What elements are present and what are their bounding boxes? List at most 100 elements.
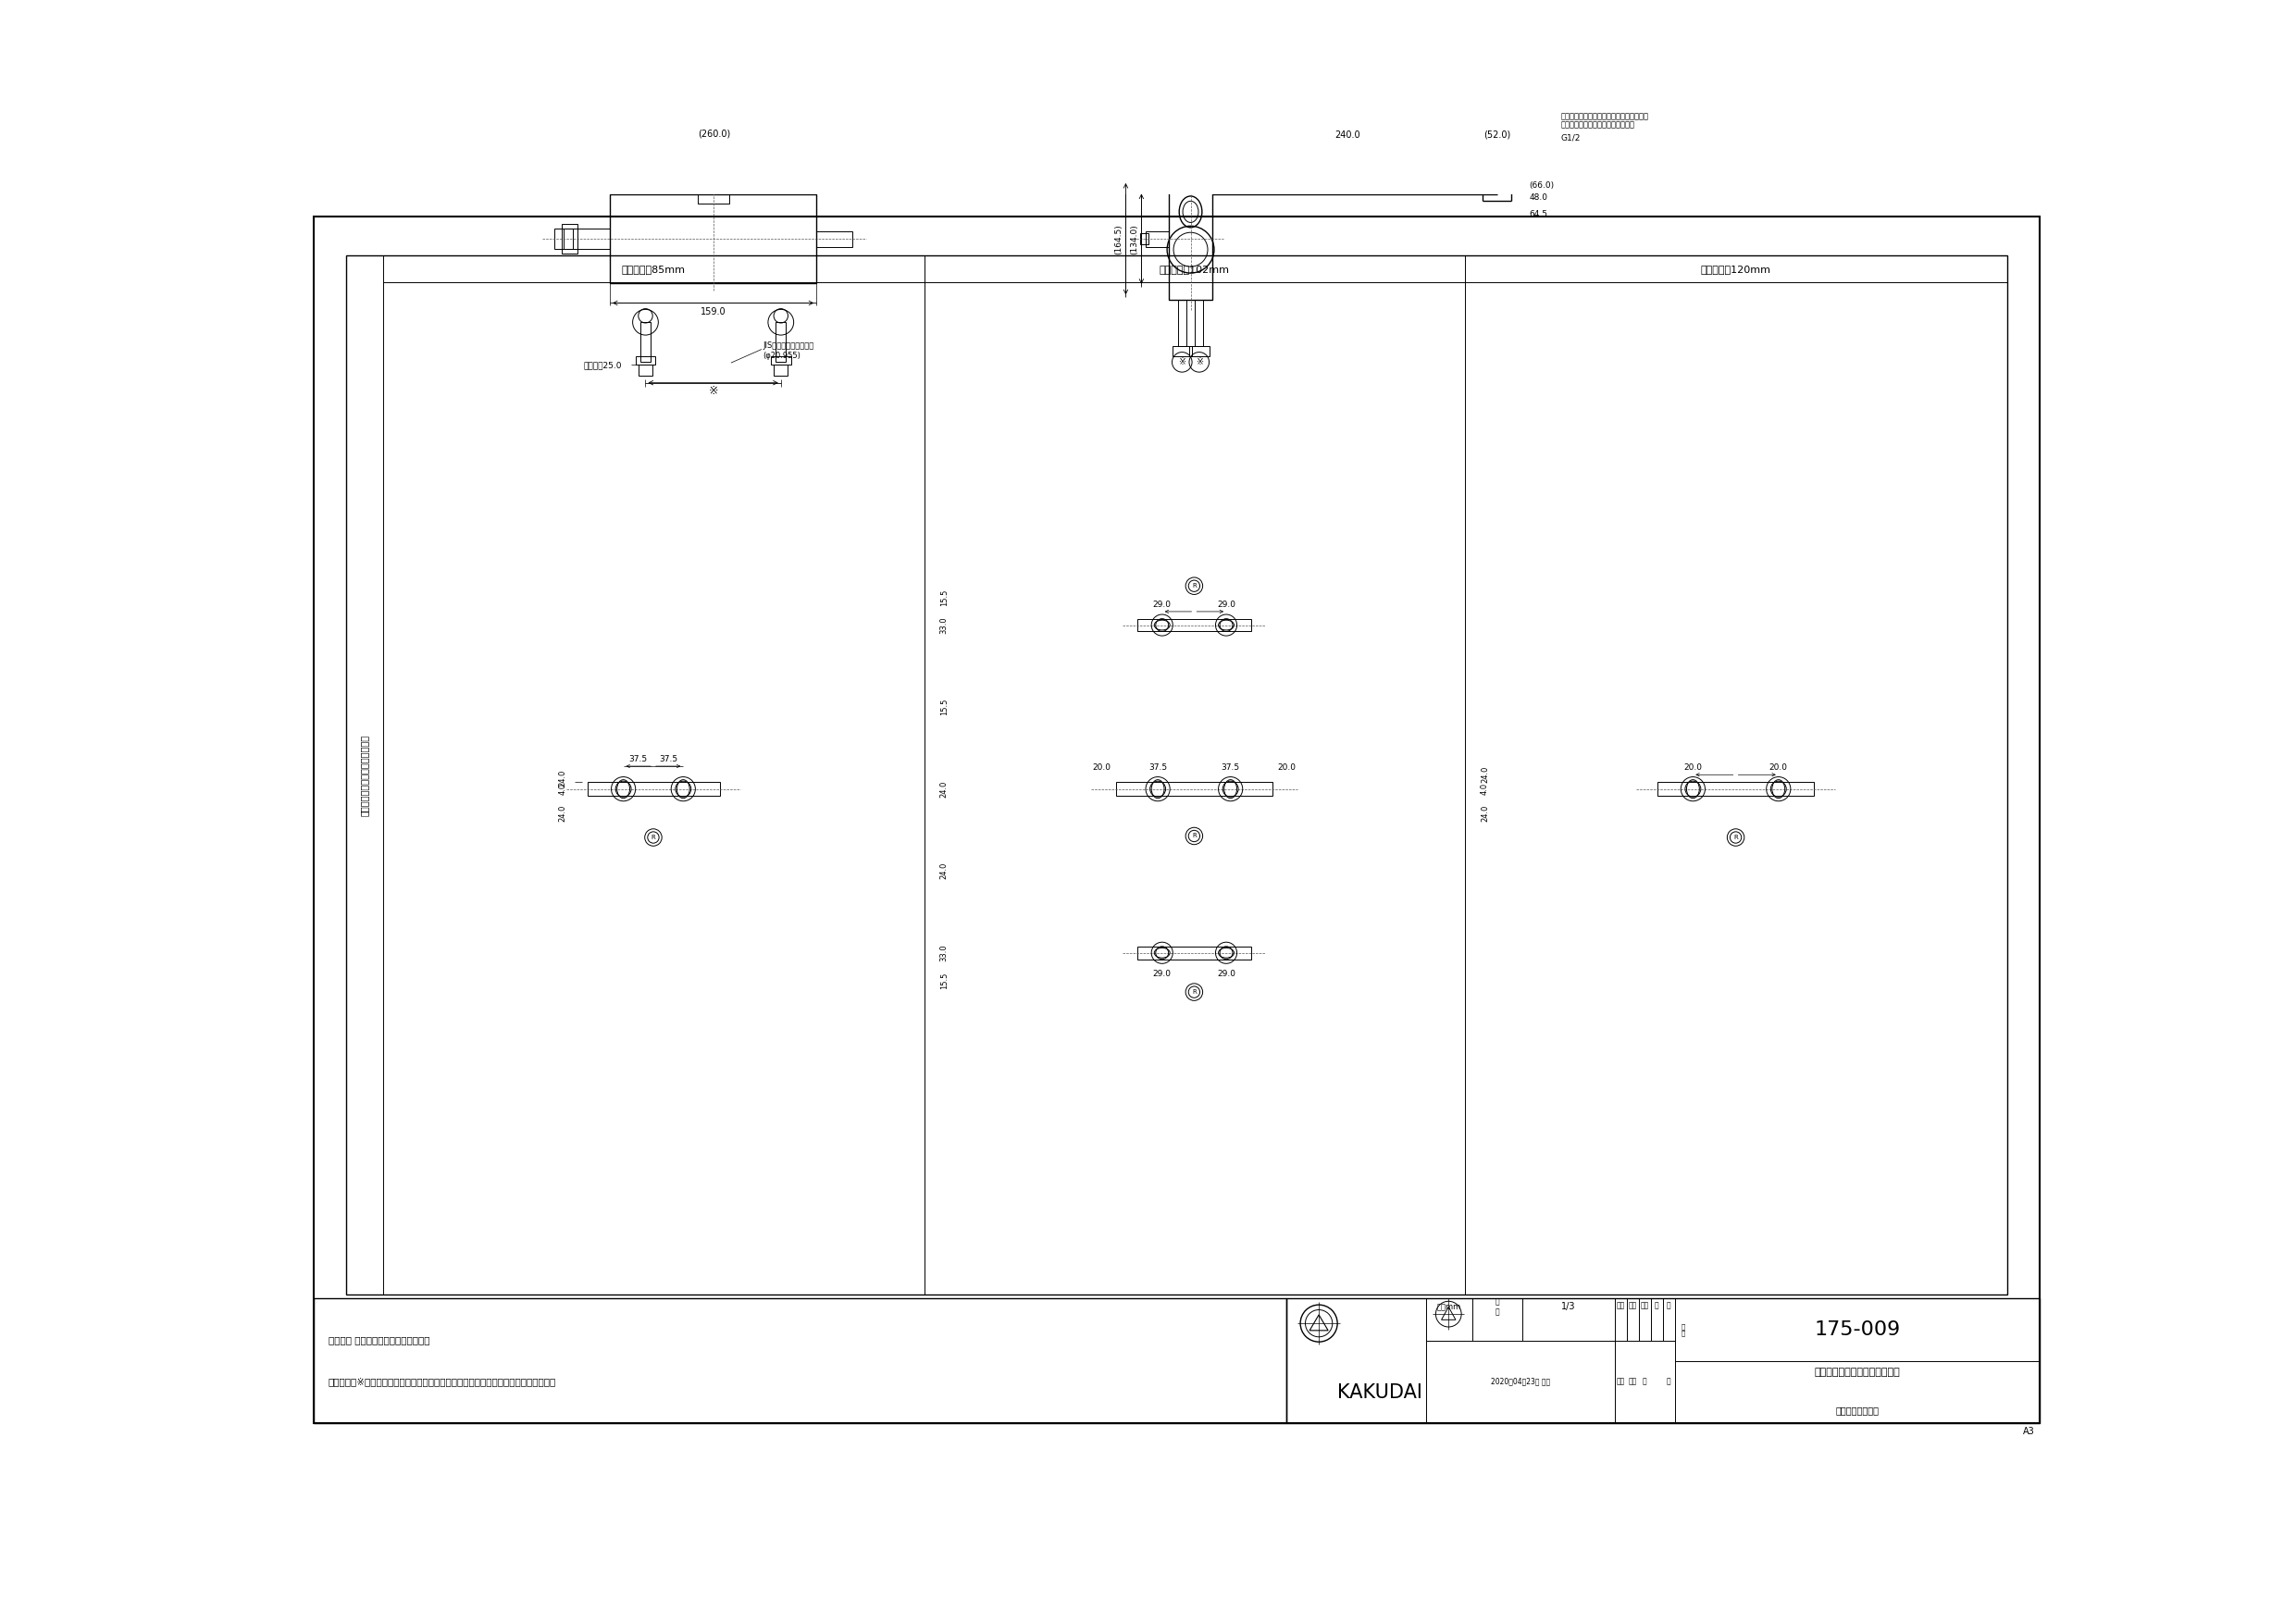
Text: 24.0: 24.0 — [558, 805, 567, 821]
Text: この部分にシャワーセットを取付けます。: この部分にシャワーセットを取付けます。 — [1561, 112, 1649, 120]
Bar — [774, 365, 788, 375]
Text: 4.0: 4.0 — [1481, 782, 1490, 795]
Text: 175-009: 175-009 — [1814, 1321, 1901, 1339]
Text: 六角外径25.0: 六角外径25.0 — [583, 360, 622, 368]
Text: 24.0: 24.0 — [1481, 766, 1490, 784]
Bar — [817, 230, 852, 247]
Bar — [611, 195, 817, 282]
Text: 37.5: 37.5 — [659, 755, 677, 763]
Bar — [636, 357, 654, 365]
Text: 24.0: 24.0 — [939, 862, 948, 880]
Bar — [1189, 346, 1210, 357]
Text: 下から見たときの取付ネジの位置: 下から見たときの取付ネジの位置 — [360, 735, 370, 816]
Text: 33.0: 33.0 — [939, 617, 948, 633]
Text: 29.0: 29.0 — [1217, 601, 1235, 609]
Text: 番: 番 — [1667, 1378, 1671, 1386]
Text: 33.0: 33.0 — [939, 945, 948, 961]
Bar — [689, 182, 737, 195]
Text: 20.0: 20.0 — [1277, 763, 1295, 773]
Bar — [1658, 782, 1814, 797]
Bar — [588, 782, 719, 797]
Bar — [1137, 618, 1251, 631]
Text: 取付ピッチ120mm: 取付ピッチ120mm — [1701, 265, 1770, 274]
Text: G1/2: G1/2 — [1561, 133, 1582, 141]
Text: 祝: 祝 — [1642, 1378, 1646, 1386]
Text: (260.0): (260.0) — [698, 128, 730, 138]
Text: 単位mm: 単位mm — [1437, 1303, 1460, 1311]
Text: 取付ピッチ85mm: 取付ピッチ85mm — [622, 265, 684, 274]
Text: 尺
度: 尺 度 — [1495, 1298, 1499, 1316]
Bar — [693, 159, 732, 182]
Text: 寒川: 寒川 — [1628, 1378, 1637, 1386]
Bar — [1141, 234, 1148, 245]
Text: 24.0: 24.0 — [1481, 805, 1490, 821]
Text: 20.0: 20.0 — [1093, 763, 1111, 773]
Text: R: R — [1192, 833, 1196, 839]
Bar — [1137, 946, 1251, 959]
Text: 15.5: 15.5 — [939, 972, 948, 988]
Text: 4.0: 4.0 — [558, 782, 567, 795]
Text: 岩藤: 岩藤 — [1616, 1378, 1626, 1386]
Bar — [1171, 346, 1192, 357]
Text: 20.0: 20.0 — [1770, 763, 1789, 773]
Text: ※: ※ — [1178, 357, 1185, 367]
Bar — [707, 182, 719, 192]
Text: 64.5: 64.5 — [1529, 209, 1548, 217]
Text: 注１：（ ）内寸法は参考寸法である。: 注１：（ ）内寸法は参考寸法である。 — [328, 1336, 429, 1345]
Text: A3: A3 — [2023, 1427, 2034, 1436]
Text: R: R — [1192, 990, 1196, 995]
Bar — [315, 1298, 1286, 1423]
Text: 製図: 製図 — [1616, 1302, 1626, 1310]
Text: 37.5: 37.5 — [629, 755, 647, 763]
Text: 29.0: 29.0 — [1153, 601, 1171, 609]
Bar — [1116, 782, 1272, 797]
Text: 20.0: 20.0 — [1683, 763, 1701, 773]
Text: サーモスタットシャワー混合栓: サーモスタットシャワー混合栓 — [1814, 1367, 1901, 1376]
Bar — [553, 229, 572, 248]
Text: KAKUDAI: KAKUDAI — [1336, 1383, 1421, 1402]
Text: 48.0: 48.0 — [1529, 193, 1548, 201]
Text: 1/3: 1/3 — [1561, 1302, 1575, 1311]
Bar — [563, 224, 576, 253]
Text: R: R — [1192, 583, 1196, 589]
Bar — [698, 195, 730, 204]
Text: 係: 係 — [1655, 1302, 1658, 1310]
Bar — [1169, 179, 1212, 299]
Text: 159.0: 159.0 — [700, 307, 726, 316]
Text: （デッキタイプ）: （デッキタイプ） — [1835, 1406, 1878, 1415]
Bar — [1178, 299, 1187, 346]
Bar — [1488, 112, 1506, 130]
Text: 検図: 検図 — [1628, 1302, 1637, 1310]
Text: (164.5): (164.5) — [1114, 224, 1123, 255]
Text: 注２：図中※部寸法は施工方法により変化します。取付ピッチの欄をご確認ください。: 注２：図中※部寸法は施工方法により変化します。取付ピッチの欄をご確認ください。 — [328, 1378, 556, 1386]
Text: (134.0): (134.0) — [1130, 224, 1139, 255]
Text: 15.5: 15.5 — [939, 698, 948, 716]
Text: 取付ピッチ102mm: 取付ピッチ102mm — [1159, 265, 1228, 274]
Bar — [771, 357, 790, 365]
Bar — [1194, 299, 1203, 346]
Text: 品: 品 — [1667, 1302, 1671, 1310]
Text: 品
名: 品 名 — [1681, 1323, 1685, 1336]
Bar — [641, 323, 650, 362]
Text: 2020年04月23日 作成: 2020年04月23日 作成 — [1490, 1378, 1550, 1386]
Text: R: R — [1733, 834, 1738, 841]
Text: 37.5: 37.5 — [1148, 763, 1166, 773]
Text: JIS給水栓取付ねじ１３: JIS給水栓取付ねじ１３ — [762, 341, 815, 351]
Text: (φ20.955): (φ20.955) — [762, 352, 801, 360]
Text: 24.0: 24.0 — [939, 781, 948, 797]
Text: 24.0: 24.0 — [558, 769, 567, 787]
Text: （シャワーセットは差付設備参照）: （シャワーセットは差付設備参照） — [1561, 120, 1635, 130]
Text: 37.5: 37.5 — [1221, 763, 1240, 773]
Bar — [776, 323, 785, 362]
Text: ※: ※ — [1196, 357, 1203, 367]
Text: 29.0: 29.0 — [1217, 969, 1235, 977]
Bar — [638, 365, 652, 375]
Bar — [347, 255, 2007, 1295]
Text: R: R — [652, 834, 654, 841]
Text: (52.0): (52.0) — [1483, 130, 1511, 140]
Text: 承認: 承認 — [1639, 1302, 1649, 1310]
Bar — [1286, 1298, 2039, 1423]
Text: 240.0: 240.0 — [1334, 130, 1359, 140]
Text: 29.0: 29.0 — [1153, 969, 1171, 977]
Bar — [563, 229, 611, 248]
